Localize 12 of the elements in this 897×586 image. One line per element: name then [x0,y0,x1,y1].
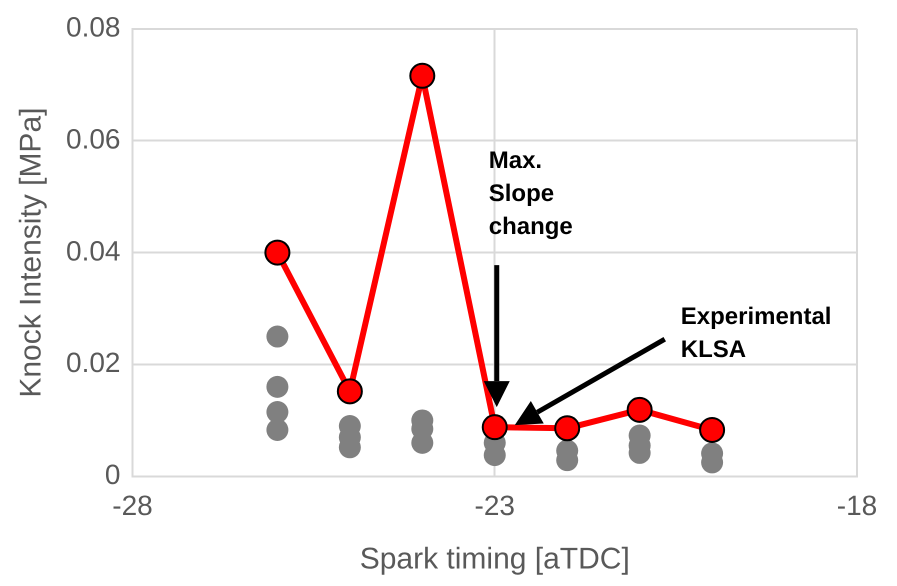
y-tick-label: 0.02 [66,347,120,378]
y-tick-label: 0 [104,459,120,490]
annotation: Max. Slope change [488,146,573,240]
x-axis-title: Spark timing [aTDC] [360,542,630,576]
x-tick-label: -23 [474,490,515,521]
y-tick-label: 0.08 [66,12,120,43]
y-axis-title: Knock Intensity [MPa] [14,108,48,398]
x-tick-label: -18 [836,490,878,521]
y-tick-label: 0.04 [66,235,120,266]
annotation: Experimental KLSA [680,302,832,363]
y-tick-label: 0.06 [66,123,120,154]
x-tick-label: -28 [112,490,153,521]
